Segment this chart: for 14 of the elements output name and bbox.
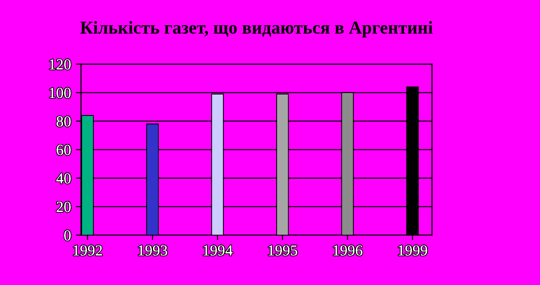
x-tick-label: 1996 [334,245,362,256]
x-tick-label: 1993 [138,245,168,256]
y-tick-label: 80 [56,116,71,127]
chart-title: Кількість газет, що видаються в Аргентині [80,21,433,38]
y-tick-label: 100 [50,88,71,98]
x-tick-label: 1994 [204,245,233,256]
y-tick-label: 20 [56,202,71,212]
x-tick-label: 1992 [74,245,102,256]
x-tick-label: 1999 [398,245,428,256]
x-tick-label: 1995 [268,245,298,256]
y-tick-label: 60 [56,144,71,156]
y-tick-label: 40 [56,173,71,184]
y-tick-label: 120 [50,59,71,70]
y-tick-label: 0 [64,230,71,241]
